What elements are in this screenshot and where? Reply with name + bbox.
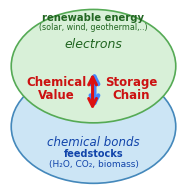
Text: Chemical: Chemical — [26, 76, 86, 89]
Text: (H₂O, CO₂, biomass): (H₂O, CO₂, biomass) — [49, 160, 138, 169]
Text: (solar, wind, geothermal,..): (solar, wind, geothermal,..) — [39, 23, 148, 32]
Text: renewable energy: renewable energy — [42, 13, 145, 23]
Text: chemical bonds: chemical bonds — [47, 136, 140, 149]
Ellipse shape — [11, 70, 176, 183]
Ellipse shape — [11, 9, 176, 123]
Text: feedstocks: feedstocks — [64, 149, 123, 159]
Text: Value: Value — [38, 89, 74, 102]
Text: Chain: Chain — [112, 89, 150, 102]
Text: electrons: electrons — [65, 38, 122, 51]
Text: Storage: Storage — [105, 76, 157, 89]
